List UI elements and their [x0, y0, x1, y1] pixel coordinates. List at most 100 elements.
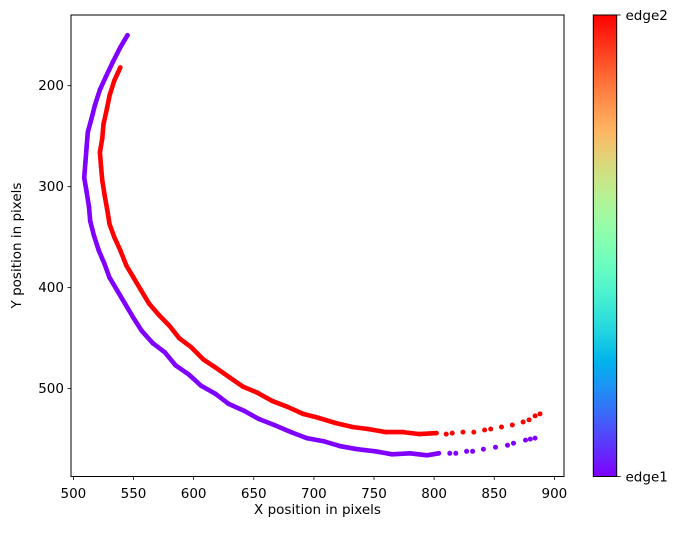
edge2-point	[316, 415, 322, 421]
edge2-point	[146, 301, 152, 307]
edge1-point	[453, 450, 459, 456]
edge1-point	[527, 436, 533, 442]
edge1-point	[84, 189, 89, 194]
edge2-point	[333, 420, 338, 426]
edge1-point	[226, 401, 231, 407]
edge1-point	[389, 452, 395, 457]
edge1-point	[532, 435, 538, 441]
edge2-point	[509, 422, 515, 428]
edge2-point	[176, 335, 182, 341]
edge1-point	[84, 145, 89, 150]
edge1-point	[470, 448, 476, 454]
edge1-point	[338, 443, 343, 449]
colorbar-top-label: edge2	[626, 8, 668, 24]
edge1-point	[256, 416, 261, 422]
edge2-point	[520, 419, 526, 425]
edge1-point	[107, 275, 112, 280]
x-tick-label: 600	[181, 486, 207, 502]
edge1-point	[354, 446, 360, 452]
edge1-point	[241, 408, 247, 414]
edge1-point	[505, 442, 510, 448]
edge2-point	[138, 287, 143, 293]
scatter-series	[81, 32, 543, 458]
edge1-point	[131, 315, 136, 321]
edge2-point	[449, 430, 455, 436]
edge1-band	[81, 32, 442, 458]
x-tick-label: 800	[421, 486, 447, 502]
edge1-point	[97, 87, 103, 92]
y-axis-ticks: 200 300 400 500	[38, 78, 71, 397]
series-edge1	[81, 32, 538, 458]
x-tick-label: 650	[241, 486, 267, 502]
edge2-point	[107, 221, 112, 227]
edge1-point	[118, 45, 123, 50]
edge2-point	[118, 65, 123, 70]
x-tick-label: 500	[61, 486, 87, 502]
edge1-point	[83, 160, 88, 165]
edge1-point	[321, 438, 326, 444]
x-tick-label: 550	[121, 486, 147, 502]
edge2-point	[227, 375, 232, 380]
edge1-point	[271, 422, 277, 428]
edge2-point	[443, 431, 449, 437]
edge1-point	[102, 262, 107, 267]
edge1-point	[85, 129, 91, 135]
edge2-point	[97, 150, 103, 155]
edge2-point	[98, 165, 104, 170]
edge2-point	[400, 429, 406, 435]
edge1-point	[213, 391, 218, 397]
edge2-point	[285, 404, 290, 410]
edge1-point	[96, 248, 101, 253]
x-axis-label: X position in pixels	[254, 502, 381, 518]
edge1-point	[304, 435, 310, 441]
edge1-point	[480, 446, 486, 452]
y-axis-label: Y position in pixels	[9, 183, 25, 310]
edge1-point	[464, 448, 470, 454]
edge2-point	[104, 105, 110, 111]
edge2-point	[526, 417, 532, 423]
x-tick-label: 850	[481, 486, 507, 502]
edge2-point	[112, 78, 117, 83]
edge2-point	[300, 411, 306, 417]
colorbar-bottom-label: edge1	[626, 470, 668, 486]
edge1-point	[110, 59, 116, 64]
edge2-point	[488, 426, 494, 432]
edge1-point	[125, 32, 130, 38]
edge1-point	[81, 175, 87, 180]
edge2-point	[118, 248, 123, 253]
edge1-point	[198, 383, 204, 388]
x-tick-label: 900	[541, 486, 567, 502]
edge2-point	[482, 427, 488, 433]
colorbar	[592, 14, 618, 477]
edge2-point	[350, 424, 355, 430]
edge1-point	[87, 218, 93, 224]
edge2-point	[101, 121, 106, 127]
edge2-point	[383, 429, 389, 435]
edge2-point	[167, 323, 172, 329]
edge2-point	[102, 193, 107, 199]
edge1-point	[407, 451, 413, 456]
edge2-point	[499, 424, 504, 430]
plot-area	[70, 14, 565, 477]
edge1-point	[150, 340, 156, 346]
edge2-point	[201, 357, 206, 362]
y-tick-label: 300	[38, 179, 64, 195]
edge2-point	[365, 426, 371, 432]
edge1-point	[122, 301, 128, 307]
edge1-point	[493, 444, 498, 450]
edge1-point	[447, 450, 453, 456]
edge2-point	[417, 431, 423, 437]
y-tick-label: 500	[38, 381, 64, 397]
edge2-point	[107, 93, 112, 99]
edge2-point	[100, 178, 105, 183]
edge2-point	[460, 429, 466, 435]
edge2-point	[188, 344, 194, 350]
edge1-point	[523, 437, 528, 443]
edge2-point	[156, 312, 162, 318]
edge2-point	[100, 135, 105, 141]
edge2-point	[240, 384, 246, 389]
edge2-point	[269, 398, 275, 404]
x-tick-label: 750	[361, 486, 387, 502]
edge2-point	[434, 430, 439, 436]
